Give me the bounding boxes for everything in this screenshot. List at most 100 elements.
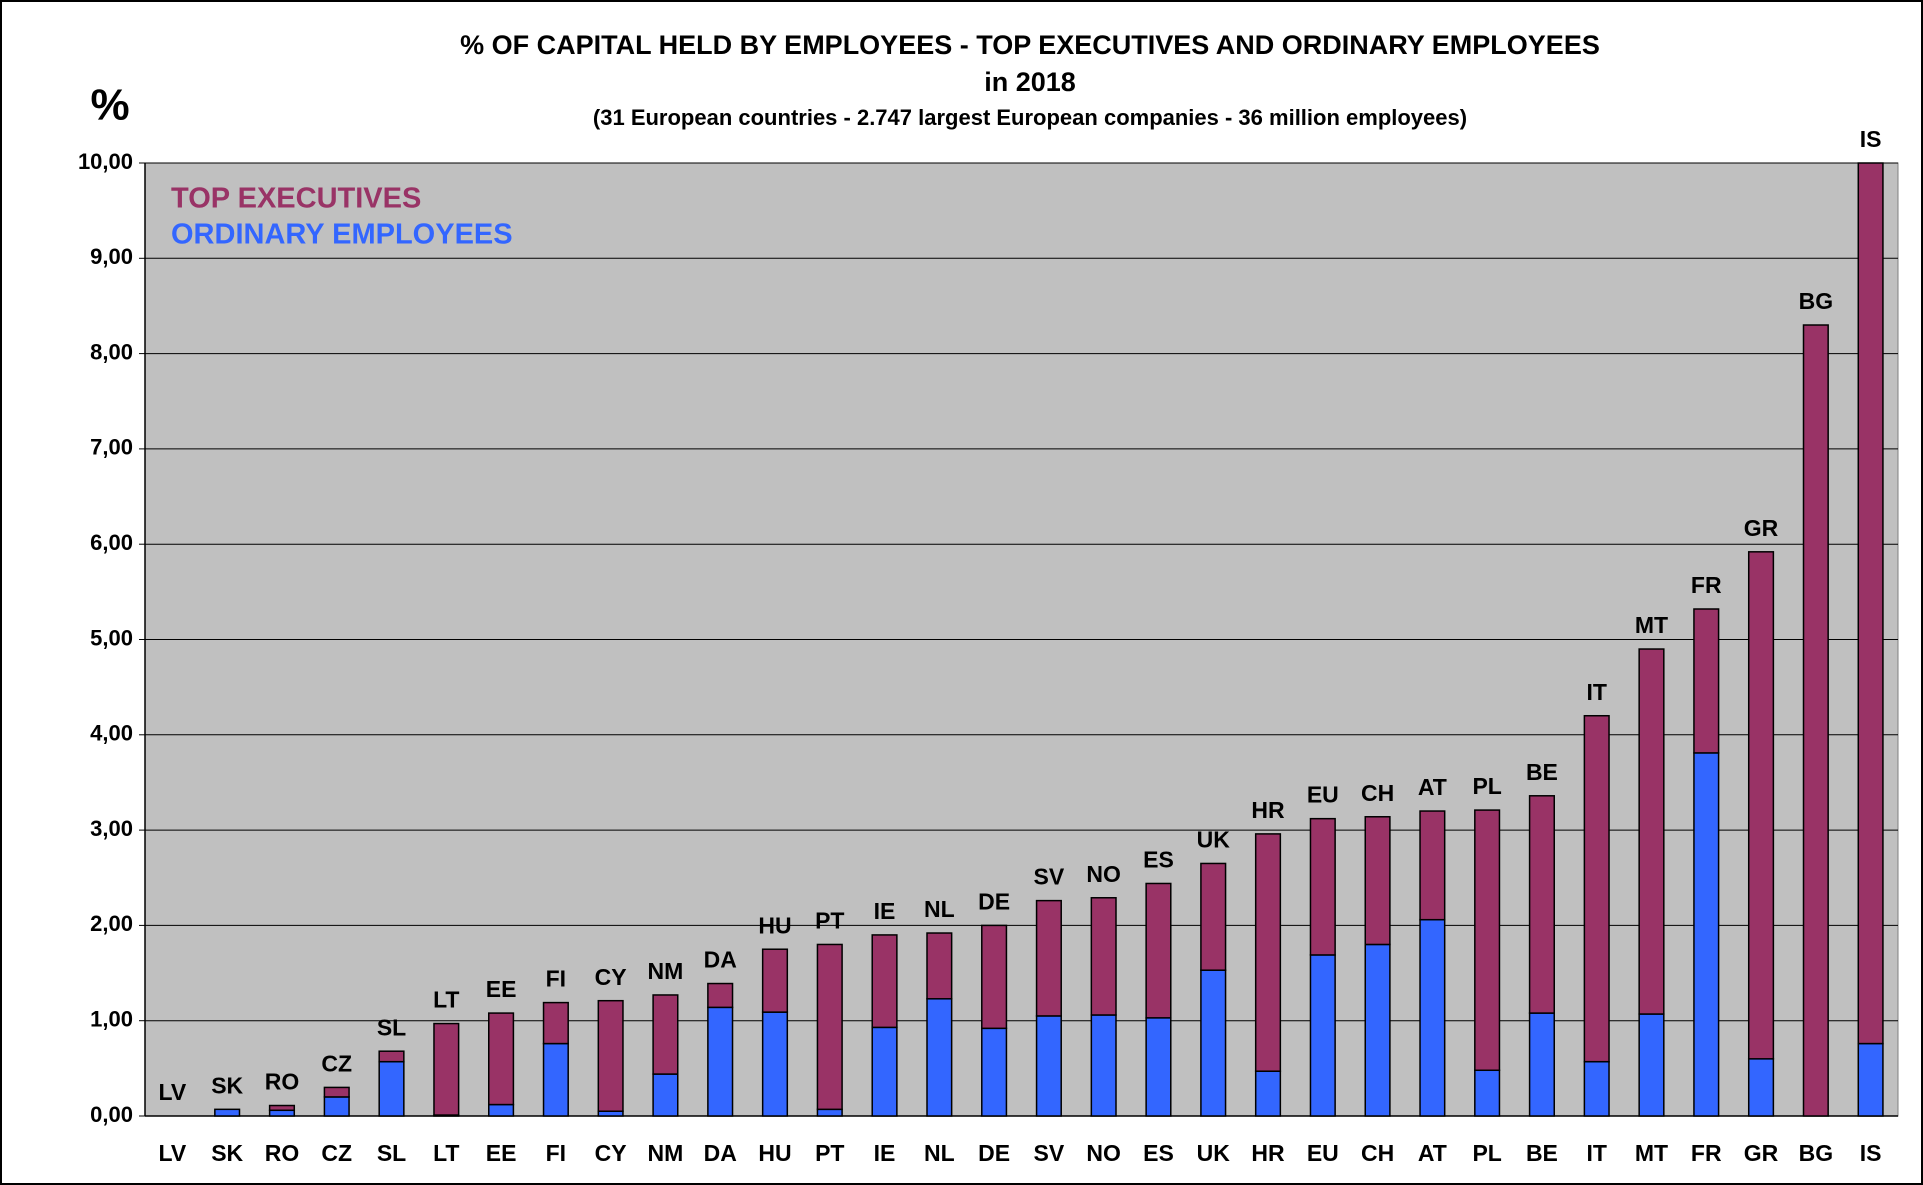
legend-label: TOP EXECUTIVES	[171, 183, 421, 215]
x-tick-label: HU	[758, 1140, 791, 1166]
x-tick-label: AT	[1418, 1140, 1447, 1166]
bar-label: FR	[1691, 572, 1722, 598]
bar-segment	[1090, 1014, 1117, 1117]
x-tick-label: SK	[211, 1140, 243, 1166]
bar-segment	[323, 1086, 350, 1098]
bar-label: BG	[1799, 288, 1834, 314]
x-tick-label: NO	[1086, 1140, 1121, 1166]
bar-label: GR	[1744, 515, 1779, 541]
x-tick-label: DA	[704, 1140, 737, 1166]
bar-segment	[1857, 162, 1884, 1045]
bar-segment	[926, 932, 953, 1000]
bar-segment	[378, 1050, 405, 1063]
bar-segment	[1200, 862, 1227, 971]
x-tick-label: SV	[1034, 1140, 1065, 1166]
x-tick-label: EU	[1307, 1140, 1339, 1166]
bar-label: MT	[1635, 612, 1668, 638]
bar-segment	[1528, 1012, 1555, 1117]
x-tick-label: SL	[377, 1140, 406, 1166]
bar-label: EE	[486, 976, 517, 1002]
y-tick-label: 3,00	[90, 816, 133, 841]
bar-label: IT	[1586, 679, 1606, 705]
bar-segment	[488, 1103, 515, 1117]
bar-label: EU	[1307, 782, 1339, 808]
bar-segment	[1747, 551, 1775, 1060]
bar-label: ES	[1143, 847, 1174, 873]
bar-segment	[1638, 648, 1665, 1015]
x-tick-label: FR	[1691, 1140, 1722, 1166]
bar-segment	[1254, 833, 1282, 1072]
x-tick-label: PL	[1472, 1140, 1501, 1166]
y-tick-label: 2,00	[90, 911, 133, 936]
bar-segment	[1145, 1017, 1172, 1117]
bar-segment	[761, 948, 789, 1013]
bar-segment	[1200, 969, 1227, 1117]
x-tick-label: GR	[1744, 1140, 1779, 1166]
bar-segment	[1638, 1013, 1665, 1117]
bar-segment	[652, 1073, 679, 1117]
bar-segment	[1583, 1060, 1610, 1117]
bar-segment	[433, 1022, 460, 1116]
y-tick-label: 1,00	[90, 1007, 133, 1032]
bar-segment	[652, 994, 679, 1075]
bar-segment	[871, 934, 898, 1029]
y-tick-label: 9,00	[90, 244, 133, 269]
y-tick-label: 0,00	[90, 1102, 133, 1127]
bar-segment	[1747, 1058, 1775, 1117]
y-axis-label: %	[90, 81, 129, 130]
x-tick-label: IE	[874, 1140, 896, 1166]
bar-label: DE	[978, 888, 1010, 914]
x-tick-label: HR	[1251, 1140, 1285, 1166]
chart-title-line2: in 2018	[984, 67, 1076, 97]
y-tick-label: 5,00	[90, 625, 133, 650]
bar-segment	[214, 1108, 241, 1117]
y-tick-label: 8,00	[90, 339, 133, 364]
bar-segment	[1528, 795, 1555, 1014]
y-tick-label: 4,00	[90, 721, 133, 746]
x-tick-label: LT	[433, 1140, 459, 1166]
chart-title: % OF CAPITAL HELD BY EMPLOYEES - TOP EXE…	[460, 30, 1600, 60]
x-tick-label: CZ	[321, 1140, 352, 1166]
bar-label: HU	[758, 912, 791, 938]
bar-label: CH	[1361, 780, 1394, 806]
bar-segment	[268, 1109, 296, 1117]
bar-segment	[1474, 809, 1501, 1072]
y-tick-label: 6,00	[90, 530, 133, 555]
bar-segment	[597, 999, 624, 1112]
bar-segment	[707, 982, 734, 1009]
bar-label: PL	[1472, 773, 1501, 799]
bar-segment	[1693, 608, 1720, 754]
bar-segment	[1364, 816, 1391, 946]
bar-segment	[871, 1026, 898, 1117]
y-tick-label: 10,00	[78, 149, 133, 174]
bar-label: CY	[595, 964, 627, 990]
bar-label: IE	[874, 898, 896, 924]
x-tick-label: PT	[815, 1140, 844, 1166]
x-tick-label: EE	[486, 1140, 517, 1166]
bar-segment	[761, 1011, 789, 1117]
bar-segment	[707, 1006, 734, 1117]
chart-subtitle: (31 European countries - 2.747 largest E…	[593, 105, 1467, 130]
x-tick-label: BG	[1799, 1140, 1834, 1166]
bar-segment	[1090, 897, 1117, 1016]
x-tick-label: IT	[1586, 1140, 1606, 1166]
bar-label: CZ	[321, 1050, 352, 1076]
bars	[214, 162, 1884, 1117]
bar-label: LV	[159, 1079, 187, 1105]
bar-label: NL	[924, 896, 955, 922]
bar-label: LT	[433, 987, 459, 1013]
bar-segment	[981, 1027, 1008, 1117]
bar-label: RO	[265, 1069, 300, 1095]
bar-segment	[816, 1108, 843, 1117]
bar-label: IS	[1860, 126, 1882, 152]
bar-segment	[816, 943, 843, 1111]
bar-segment	[926, 998, 953, 1117]
bar-label: PT	[815, 908, 844, 934]
bar-label: SK	[211, 1072, 243, 1098]
bar-segment	[981, 924, 1008, 1030]
bar-label: NO	[1086, 861, 1121, 887]
x-tick-label: RO	[265, 1140, 300, 1166]
bar-segment	[1035, 1015, 1062, 1117]
y-tick-label: 7,00	[90, 435, 133, 460]
